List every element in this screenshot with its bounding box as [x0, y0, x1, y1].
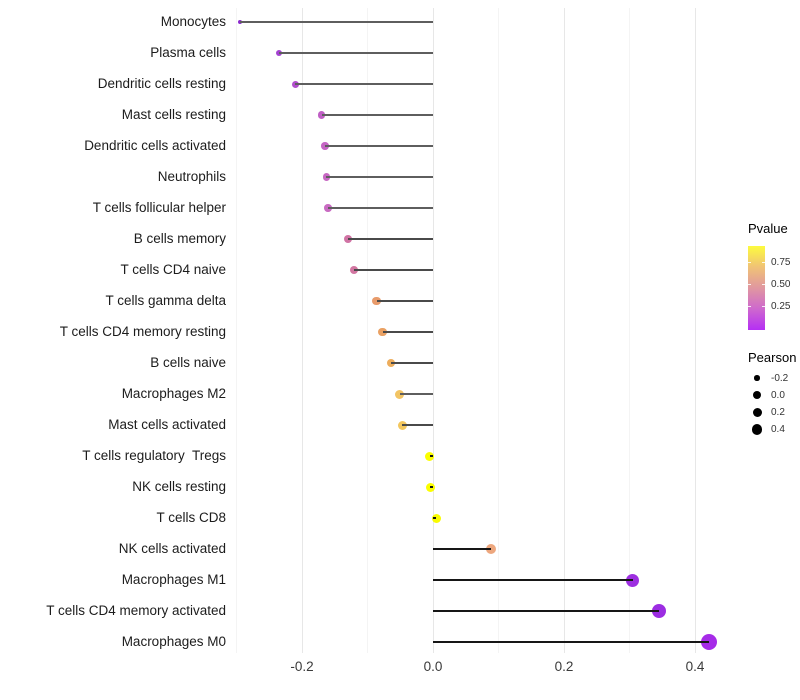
y-axis-label: Dendritic cells activated — [84, 138, 226, 153]
y-axis-label: Monocytes — [160, 14, 226, 29]
lollipop-line — [239, 21, 434, 23]
pearson-legend-label: -0.2 — [771, 372, 789, 384]
lollipop-line — [429, 455, 433, 457]
pearson-legend-label: 0.0 — [771, 389, 785, 401]
lollipop-line — [399, 393, 433, 395]
major-gridline — [694, 8, 696, 653]
y-axis-label: T cells CD4 naive — [120, 262, 226, 277]
lollipop-line — [433, 641, 710, 643]
pvalue-tick-label: 0.50 — [771, 279, 791, 291]
y-axis-label: B cells memory — [133, 231, 226, 246]
minor-gridline — [498, 8, 500, 653]
x-axis-tick-label: 0.0 — [423, 659, 443, 674]
lollipop-line — [433, 548, 492, 550]
pvalue-tick-mark — [762, 306, 765, 308]
lollipop-line — [430, 486, 433, 488]
lollipop-line — [354, 269, 433, 271]
y-axis-label: T cells CD4 memory activated — [46, 603, 226, 618]
lollipop-line — [433, 517, 437, 519]
pearson-legend-label: 0.2 — [771, 406, 785, 418]
y-axis-label: T cells gamma delta — [105, 293, 226, 308]
minor-gridline — [367, 8, 369, 653]
lollipop-dot — [626, 573, 640, 587]
y-axis-label: Macrophages M1 — [121, 572, 226, 587]
y-axis-label: T cells follicular helper — [92, 200, 226, 215]
pearson-legend-dot — [752, 407, 762, 417]
lollipop-line — [433, 579, 633, 581]
lollipop-dot — [486, 544, 497, 554]
lollipop-line — [347, 238, 433, 240]
major-gridline — [563, 8, 565, 653]
pvalue-legend-title: Pvalue — [748, 221, 788, 236]
lollipop-line — [382, 331, 433, 333]
pearson-legend-dot — [751, 424, 763, 435]
lollipop-dot — [651, 604, 666, 618]
y-axis-label: NK cells resting — [132, 479, 226, 494]
x-axis-tick-label: 0.4 — [685, 659, 705, 674]
lollipop-line — [376, 300, 434, 302]
pearson-legend-dot — [753, 391, 761, 400]
pvalue-tick-mark — [748, 284, 751, 286]
minor-gridline — [629, 8, 630, 653]
y-axis-label: Plasma cells — [150, 45, 226, 60]
pvalue-tick-label: 0.75 — [771, 257, 791, 269]
y-axis-label: T cells CD4 memory resting — [59, 324, 226, 339]
pvalue-tick-mark — [748, 262, 751, 264]
lollipop-line — [328, 207, 433, 209]
y-axis-label: T cells CD8 — [156, 510, 226, 525]
y-axis-label: Macrophages M2 — [121, 386, 226, 401]
pearson-legend-dot — [754, 375, 760, 381]
major-gridline — [301, 8, 303, 653]
lollipop-dot — [701, 634, 718, 650]
y-axis-label: Neutrophils — [157, 169, 226, 184]
pearson-legend-label: 0.4 — [771, 424, 785, 436]
y-axis-label: Dendritic cells resting — [97, 76, 226, 91]
y-axis-label: B cells naive — [150, 355, 226, 370]
pvalue-tick-mark — [762, 262, 765, 264]
pvalue-gradient-bar — [748, 246, 765, 330]
major-gridline — [432, 8, 434, 653]
lollipop-dot — [431, 513, 441, 523]
minor-gridline — [236, 8, 238, 653]
pvalue-tick-mark — [748, 306, 751, 308]
y-axis-label: Mast cells resting — [121, 107, 226, 122]
lollipop-line — [391, 362, 433, 364]
lollipop-line — [326, 176, 433, 178]
pearson-legend-title: Pearson — [748, 350, 797, 365]
y-axis-label: NK cells activated — [118, 541, 226, 556]
lollipop-line — [279, 52, 433, 54]
lollipop-line — [433, 610, 659, 612]
y-axis-label: Macrophages M0 — [121, 634, 226, 649]
lollipop-line — [402, 424, 433, 426]
x-axis-tick-label: 0.2 — [554, 659, 574, 674]
lollipop-line — [295, 83, 433, 85]
pvalue-tick-label: 0.25 — [771, 301, 791, 313]
x-axis-tick-label: -0.2 — [290, 659, 314, 674]
y-axis-label: Mast cells activated — [108, 417, 226, 432]
y-axis-label: T cells regulatory Tregs — [82, 448, 226, 463]
lollipop-line — [324, 145, 433, 147]
pvalue-tick-mark — [762, 284, 765, 286]
lollipop-line — [321, 114, 433, 116]
